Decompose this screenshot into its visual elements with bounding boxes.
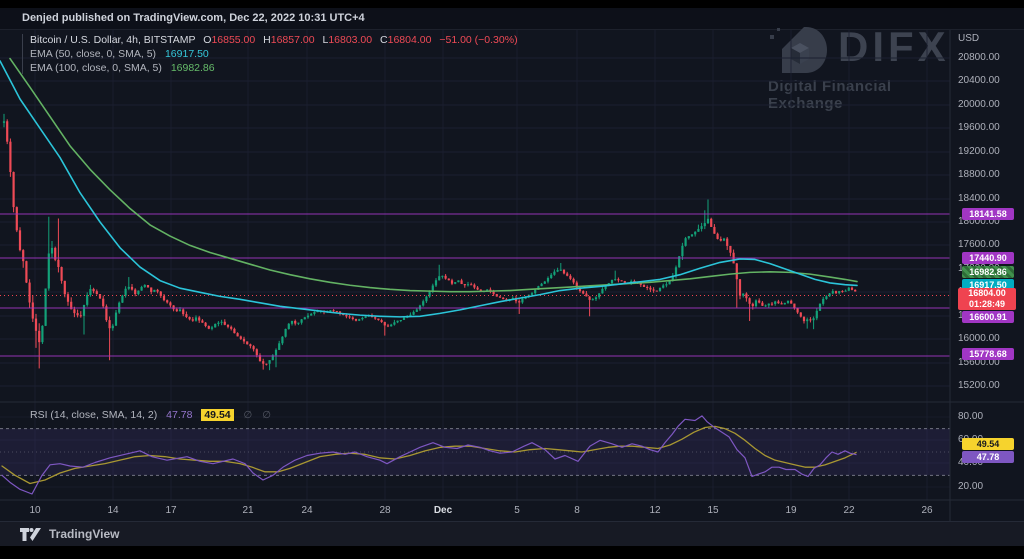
ema100-value: 16982.86 <box>170 62 215 74</box>
time-tick-label: 8 <box>574 505 580 516</box>
footer-brand[interactable]: TradingView <box>49 527 120 541</box>
published-bar: Denjed published on TradingView.com, Dec… <box>0 8 1024 30</box>
time-tick-label: 14 <box>107 505 119 516</box>
rsi-legend: RSI (14, close, SMA, 14, 2) 47.78 49.54 … <box>30 408 271 422</box>
time-tick-label: 12 <box>649 505 661 516</box>
time-tick-label: 15 <box>707 505 719 516</box>
rsi-tag-sma: 49.54 <box>962 438 1014 450</box>
published-text: Denjed published on TradingView.com, Dec… <box>22 12 365 24</box>
price-tick-label: 16000.00 <box>958 333 1000 344</box>
symbol-row: Bitcoin / U.S. Dollar, 4h, BITSTAMP O168… <box>30 33 518 47</box>
time-tick-label: 24 <box>301 505 313 516</box>
rsi-tick-label: 20.00 <box>958 481 984 492</box>
footer-bar: TradingView <box>0 521 1024 546</box>
watermark-logo-text: DIFX <box>838 23 950 70</box>
low-value: 16803.00 <box>328 34 373 46</box>
last-price-value: 16804.00 <box>968 288 1006 298</box>
time-tick-label: 22 <box>843 505 855 516</box>
low-label: L <box>322 34 329 46</box>
chart-legend: Bitcoin / U.S. Dollar, 4h, BITSTAMP O168… <box>30 33 518 75</box>
rsi-value: 47.78 <box>166 409 193 421</box>
price-tag-level-18141: 18141.58 <box>962 208 1014 220</box>
price-tick-label: 17600.00 <box>958 239 1000 250</box>
price-tick-label: 18000.00 <box>958 216 1000 227</box>
open-value: 16855.00 <box>211 34 256 46</box>
ema50-label: EMA (50, close, 0, SMA, 5) <box>30 48 157 60</box>
symbol-title: Bitcoin / U.S. Dollar, 4h, BITSTAMP <box>30 34 196 46</box>
rsi-label: RSI (14, close, SMA, 14, 2) <box>30 409 158 421</box>
rsi-tick-label: 80.00 <box>958 411 984 422</box>
hidden-plot-icon[interactable]: ∅ <box>262 410 271 421</box>
hidden-plot-icon[interactable]: ∅ <box>243 410 253 421</box>
price-tag-level-15778: 15778.68 <box>962 348 1014 360</box>
price-tick-label: 15200.00 <box>958 380 1000 391</box>
time-tick-label: Dec <box>433 505 453 516</box>
price-tick-label: 19200.00 <box>958 146 1000 157</box>
close-label: C <box>380 34 388 46</box>
time-tick-label: 5 <box>514 505 520 516</box>
time-tick-label: 28 <box>379 505 391 516</box>
price-tag-ema100: 16982.86 <box>962 266 1014 278</box>
time-tick-label: 21 <box>242 505 254 516</box>
tradingview-logo-icon <box>20 527 41 541</box>
time-tick-label: 26 <box>921 505 933 516</box>
ema100-label: EMA (100, close, 0, SMA, 5) <box>30 62 162 74</box>
price-tag-level-16600: 16600.91 <box>962 311 1014 323</box>
high-value: 16857.00 <box>270 34 315 46</box>
time-tick-label: 10 <box>29 505 41 516</box>
price-tick-label: 20800.00 <box>958 52 1000 63</box>
price-tick-label: 18400.00 <box>958 193 1000 204</box>
price-tag-level-17440: 17440.90 <box>962 252 1014 264</box>
rsi-sma-value: 49.54 <box>201 409 234 421</box>
difx-watermark: DIFX Digital Financial Exchange <box>768 14 958 112</box>
close-value: 16804.00 <box>387 34 432 46</box>
difx-cube-logo-icon <box>770 27 827 73</box>
price-tick-label: 18800.00 <box>958 169 1000 180</box>
bar-countdown: 01:28:49 <box>968 299 1006 309</box>
price-tick-label: 20000.00 <box>958 99 1000 110</box>
price-tick-label: 15600.00 <box>958 357 1000 368</box>
ema100-row: EMA (100, close, 0, SMA, 5) 16982.86 <box>30 61 518 75</box>
ema50-value: 16917.50 <box>164 48 209 60</box>
watermark-subtitle: Digital Financial Exchange <box>768 78 892 112</box>
price-tick-label: 20400.00 <box>958 75 1000 86</box>
price-tick-label: 19600.00 <box>958 122 1000 133</box>
price-tag-last-price: 16804.00 01:28:49 <box>958 288 1016 310</box>
time-tick-label: 17 <box>165 505 177 516</box>
ema50-row: EMA (50, close, 0, SMA, 5) 16917.50 <box>30 47 518 61</box>
legend-accent-line <box>22 34 23 74</box>
currency-label: USD <box>958 33 980 44</box>
open-label: O <box>203 34 212 46</box>
change-value: −51.00 (−0.30%) <box>439 34 518 46</box>
time-tick-label: 19 <box>785 505 797 516</box>
high-label: H <box>263 34 271 46</box>
rsi-tag-rsi: 47.78 <box>962 451 1014 463</box>
